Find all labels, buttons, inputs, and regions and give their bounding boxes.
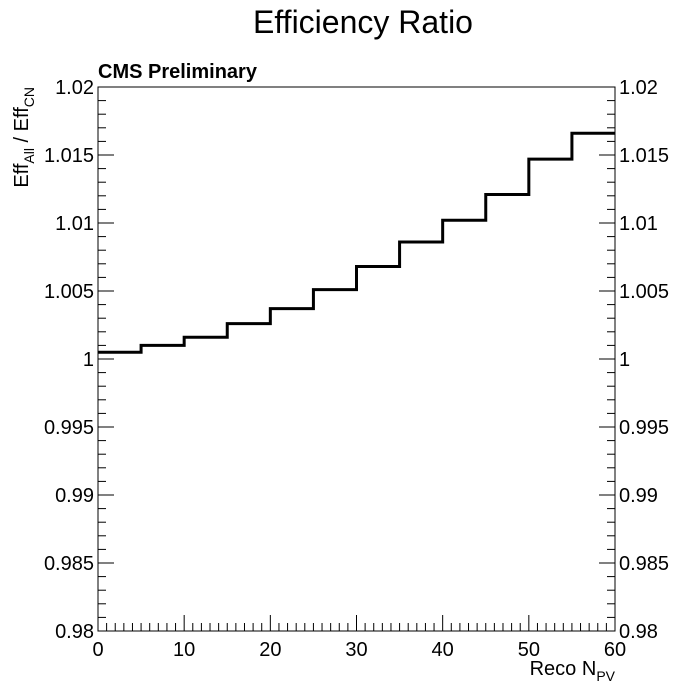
y-tick-label-right: 1.01 (619, 213, 658, 235)
x-tick-label: 60 (604, 639, 626, 661)
y-axis-title-cn-subscript: CN (21, 87, 37, 107)
y-tick-label-left: 1 (83, 349, 94, 371)
y-tick-label-left: 1.015 (44, 145, 94, 167)
plot-frame (97, 86, 616, 632)
x-tick-label: 30 (345, 639, 367, 661)
x-tick-label: 20 (259, 639, 281, 661)
y-tick-label-left: 0.995 (44, 417, 94, 439)
x-axis-title: Reco NPV (530, 658, 616, 684)
y-tick-label-right: 0.98 (619, 621, 658, 643)
x-axis-title-main: Reco N (530, 658, 597, 680)
y-tick-label-left: 0.98 (55, 621, 94, 643)
y-tick-label-left: 0.99 (55, 485, 94, 507)
cms-preliminary-label: CMS Preliminary (98, 61, 258, 83)
x-tick-label: 0 (92, 639, 103, 661)
y-tick-label-right: 0.995 (619, 417, 669, 439)
y-tick-label-right: 0.99 (619, 485, 658, 507)
y-tick-label-left: 1.02 (55, 77, 94, 99)
x-tick-label: 10 (173, 639, 195, 661)
y-tick-label-left: 1.01 (55, 213, 94, 235)
chart-title: Efficiency Ratio (253, 4, 473, 40)
y-tick-label-right: 1 (619, 349, 630, 371)
y-axis-title-eff-cn: Eff (11, 107, 33, 132)
efficiency-ratio-series-line (98, 131, 615, 354)
y-tick-label-right: 1.02 (619, 77, 658, 99)
bin-marks (98, 133, 615, 352)
axis-ticks (97, 86, 616, 632)
y-tick-label-right: 1.015 (619, 145, 669, 167)
y-tick-label-right: 0.985 (619, 553, 669, 575)
y-axis-title-all-subscript: All (21, 148, 37, 164)
y-tick-label-left: 1.005 (44, 281, 94, 303)
y-axis-title: EffAll / EffCN (11, 87, 37, 188)
y-axis-title-eff-all: Eff (11, 163, 33, 188)
y-axis-title-separator: / (11, 131, 33, 148)
y-tick-label-right: 1.005 (619, 281, 669, 303)
x-axis-title-subscript: PV (596, 668, 615, 684)
x-tick-label: 50 (518, 639, 540, 661)
y-tick-label-left: 0.985 (44, 553, 94, 575)
x-tick-label: 40 (432, 639, 454, 661)
